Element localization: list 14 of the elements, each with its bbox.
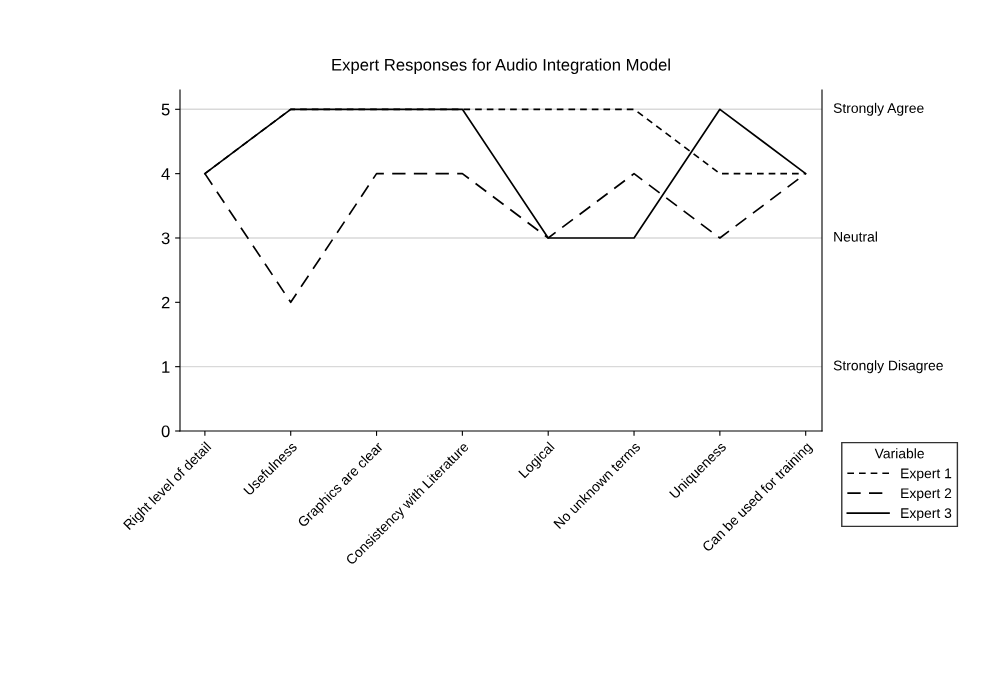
ref-line-label: Strongly Disagree <box>833 360 943 374</box>
legend-title: Variable <box>874 448 924 459</box>
y-tick-label: 5 <box>161 103 170 116</box>
y-tick-label: 2 <box>161 296 170 309</box>
ref-line-label: Strongly Agree <box>833 102 924 116</box>
y-tick-label: 0 <box>161 425 170 438</box>
y-tick-label: 1 <box>162 361 170 373</box>
y-tick-label: 4 <box>161 168 170 180</box>
legend-label: Expert 1 <box>901 468 952 482</box>
legend-label: Expert 2 <box>901 488 952 501</box>
chart-title: Expert Responses for Audio Integration Model <box>332 58 670 75</box>
y-tick-label: 3 <box>161 232 170 245</box>
ref-line-label: Neutral <box>834 231 877 242</box>
legend-label: Expert 3 <box>901 508 952 521</box>
